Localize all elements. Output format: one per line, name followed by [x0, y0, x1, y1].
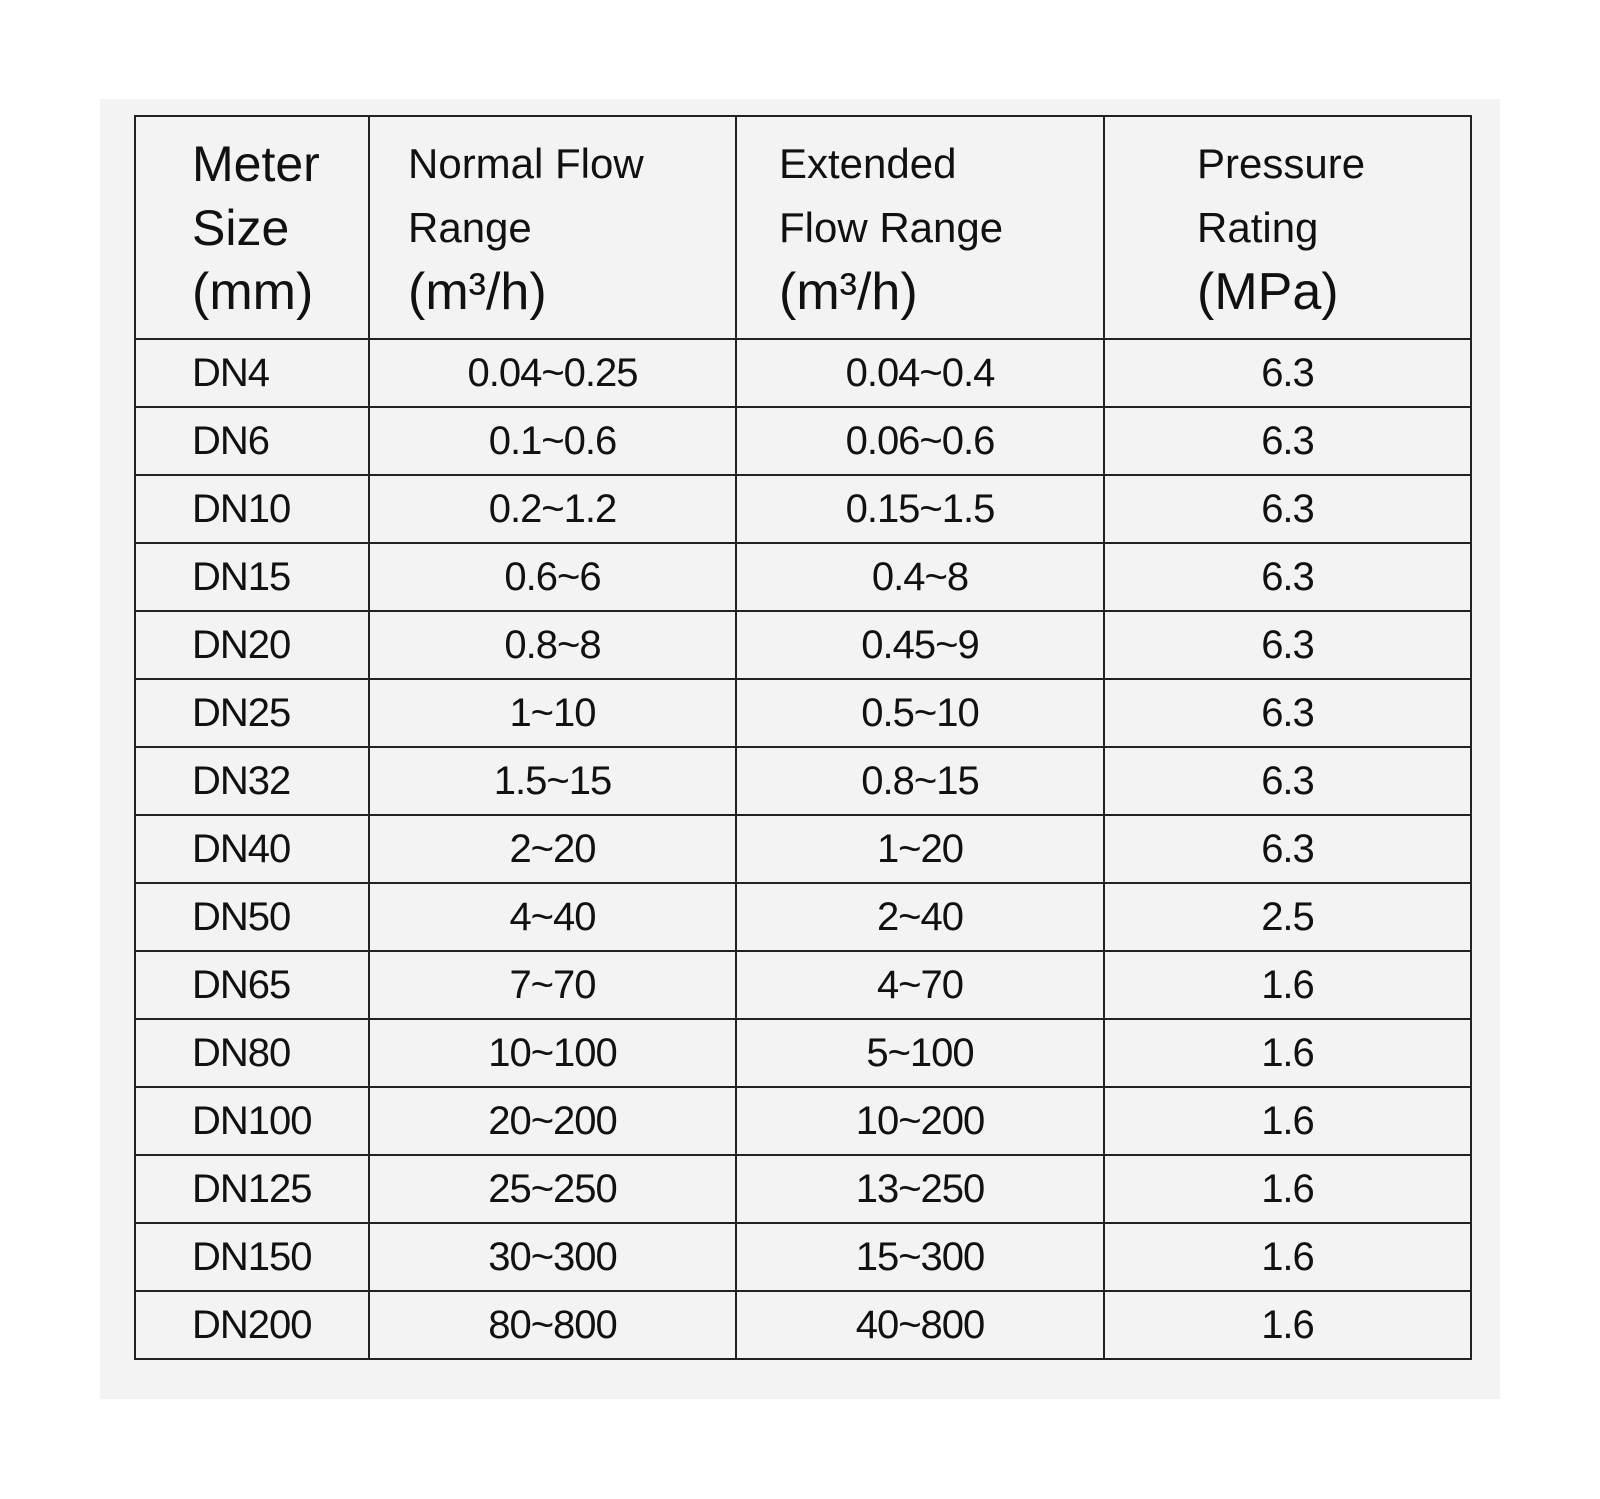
table-cell: DN80: [134, 1018, 370, 1088]
flow-table: Meter Size (mm) Normal Flow Range (m³/h) Exten…: [134, 115, 1472, 1360]
table-cell: DN50: [134, 882, 370, 952]
header-cell: Pressure Rating (MPa): [1103, 115, 1472, 340]
header-line: (m³/h): [779, 262, 918, 321]
table-row: DN15 0.6~6 0.4~8 6.3: [134, 542, 1472, 612]
table-cell: 80~800: [368, 1290, 737, 1360]
table-cell: 6.3: [1103, 678, 1472, 748]
table-body: DN4 0.04~0.25 0.04~0.4 6.3 DN6 0.1~0.6 0.06~0.…: [134, 338, 1472, 1360]
table-cell: 10~200: [735, 1086, 1105, 1156]
table-cell: 25~250: [368, 1154, 737, 1224]
table-row: DN10 0.2~1.2 0.15~1.5 6.3: [134, 474, 1472, 544]
table-cell: 6.3: [1103, 542, 1472, 612]
table-cell: 5~100: [735, 1018, 1105, 1088]
table-cell: 0.45~9: [735, 610, 1105, 680]
header-line: (mm): [192, 262, 314, 321]
table-cell: DN20: [134, 610, 370, 680]
table-cell: 1.6: [1103, 1154, 1472, 1224]
table-cell: DN100: [134, 1086, 370, 1156]
table-cell: 30~300: [368, 1222, 737, 1292]
table-cell: DN25: [134, 678, 370, 748]
header-cell: Meter Size (mm): [134, 115, 370, 340]
table-cell: 40~800: [735, 1290, 1105, 1360]
table-cell: 6.3: [1103, 746, 1472, 816]
table-row: DN20 0.8~8 0.45~9 6.3: [134, 610, 1472, 680]
table-cell: 13~250: [735, 1154, 1105, 1224]
header-line: Flow Range: [779, 203, 1004, 251]
table-cell: 1~10: [368, 678, 737, 748]
table-cell: 20~200: [368, 1086, 737, 1156]
table-cell: 2~40: [735, 882, 1105, 952]
table-cell: 0.8~15: [735, 746, 1105, 816]
table-row: DN80 10~100 5~100 1.6: [134, 1018, 1472, 1088]
table-row: DN150 30~300 15~300 1.6: [134, 1222, 1472, 1292]
table-row: DN200 80~800 40~800 1.6: [134, 1290, 1472, 1360]
table-row: DN65 7~70 4~70 1.6: [134, 950, 1472, 1020]
table-cell: DN15: [134, 542, 370, 612]
table-row: DN6 0.1~0.6 0.06~0.6 6.3: [134, 406, 1472, 476]
table-cell: DN6: [134, 406, 370, 476]
table-cell: DN150: [134, 1222, 370, 1292]
table-row: DN100 20~200 10~200 1.6: [134, 1086, 1472, 1156]
table-cell: 1.6: [1103, 1018, 1472, 1088]
table-cell: 2.5: [1103, 882, 1472, 952]
table-cell: 6.3: [1103, 814, 1472, 884]
header-line: (m³/h): [408, 262, 547, 321]
table-cell: 7~70: [368, 950, 737, 1020]
header-line: Range: [408, 203, 532, 251]
header-row: Meter Size (mm) Normal Flow Range (m³/h) Exten…: [134, 115, 1472, 340]
table-cell: DN125: [134, 1154, 370, 1224]
header-line: Rating: [1197, 203, 1319, 251]
table-cell: 0.15~1.5: [735, 474, 1105, 544]
table-cell: 0.8~8: [368, 610, 737, 680]
header-line: Pressure: [1197, 139, 1366, 187]
header-line: Size: [192, 199, 290, 256]
table-cell: 2~20: [368, 814, 737, 884]
table-cell: 0.04~0.25: [368, 338, 737, 408]
table-cell: 6.3: [1103, 474, 1472, 544]
table-cell: 4~40: [368, 882, 737, 952]
table-row: DN32 1.5~15 0.8~15 6.3: [134, 746, 1472, 816]
header-line: (MPa): [1197, 262, 1339, 321]
table-cell: DN10: [134, 474, 370, 544]
table-cell: 1.6: [1103, 1290, 1472, 1360]
header-cell: Normal Flow Range (m³/h): [368, 115, 737, 340]
header-line: Extended: [779, 139, 957, 187]
table-cell: 0.1~0.6: [368, 406, 737, 476]
table-cell: 0.2~1.2: [368, 474, 737, 544]
table-cell: 0.6~6: [368, 542, 737, 612]
table-cell: DN40: [134, 814, 370, 884]
table-row: DN50 4~40 2~40 2.5: [134, 882, 1472, 952]
table-cell: 1.6: [1103, 950, 1472, 1020]
table-cell: 15~300: [735, 1222, 1105, 1292]
table-row: DN125 25~250 13~250 1.6: [134, 1154, 1472, 1224]
table-cell: 1~20: [735, 814, 1105, 884]
table-cell: 1.6: [1103, 1222, 1472, 1292]
table-cell: DN65: [134, 950, 370, 1020]
table-cell: 0.5~10: [735, 678, 1105, 748]
table-cell: 6.3: [1103, 610, 1472, 680]
table-cell: 0.4~8: [735, 542, 1105, 612]
table-cell: 0.04~0.4: [735, 338, 1105, 408]
header-line: Meter: [192, 135, 320, 192]
table-cell: 4~70: [735, 950, 1105, 1020]
table-cell: 6.3: [1103, 338, 1472, 408]
table-row: DN40 2~20 1~20 6.3: [134, 814, 1472, 884]
table-cell: 1.6: [1103, 1086, 1472, 1156]
table-cell: 10~100: [368, 1018, 737, 1088]
table-cell: DN32: [134, 746, 370, 816]
table-cell: DN200: [134, 1290, 370, 1360]
table-cell: 1.5~15: [368, 746, 737, 816]
table-cell: 0.06~0.6: [735, 406, 1105, 476]
table-row: DN25 1~10 0.5~10 6.3: [134, 678, 1472, 748]
table-cell: 6.3: [1103, 406, 1472, 476]
table-cell: DN4: [134, 338, 370, 408]
header-cell: Extended Flow Range (m³/h): [735, 115, 1105, 340]
header-line: Normal Flow: [408, 139, 644, 187]
table-row: DN4 0.04~0.25 0.04~0.4 6.3: [134, 338, 1472, 408]
